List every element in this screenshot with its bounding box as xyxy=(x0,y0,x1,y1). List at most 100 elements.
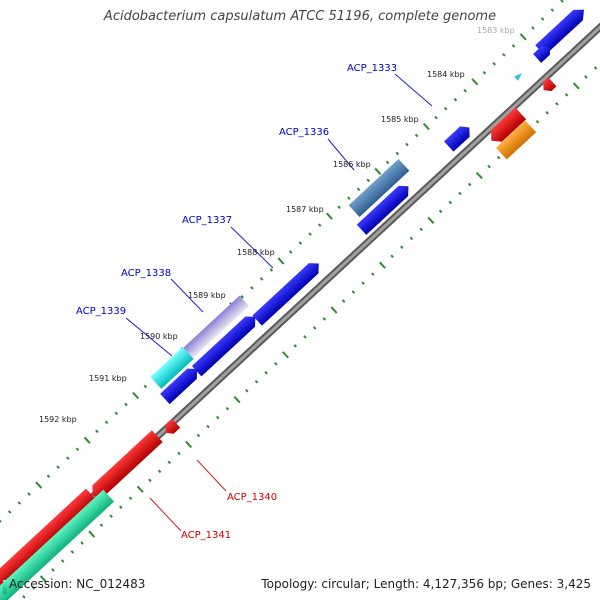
minor-tick xyxy=(17,501,22,505)
minor-tick xyxy=(458,191,462,196)
cds-feature-forward[interactable] xyxy=(443,122,474,152)
major-tick xyxy=(185,440,193,449)
tick-label: 1589 kbp xyxy=(188,291,226,300)
small-feature-cyan[interactable] xyxy=(514,71,524,81)
cds-feature-forward[interactable] xyxy=(160,364,202,405)
minor-tick xyxy=(502,53,506,57)
major-tick xyxy=(326,212,333,220)
minor-tick xyxy=(167,460,172,465)
cds-feature-forward[interactable] xyxy=(252,258,323,326)
genome-title: Acidobacterium capsulatum ATCC 51196, co… xyxy=(103,9,497,24)
minor-tick xyxy=(385,160,390,165)
minor-tick xyxy=(70,550,75,554)
gene-label-acp-1339[interactable]: ACP_1339 xyxy=(76,306,126,317)
minor-tick xyxy=(264,370,268,375)
major-tick xyxy=(572,82,580,90)
minor-tick xyxy=(308,232,312,236)
gene-label-acp-1338[interactable]: ACP_1338 xyxy=(121,268,171,279)
cds-feature-cyan[interactable] xyxy=(150,347,194,389)
minor-tick xyxy=(196,433,201,438)
inner-tick-dots xyxy=(22,66,598,599)
minor-tick xyxy=(215,415,220,420)
cds-feature-reverse[interactable] xyxy=(87,430,163,502)
minor-tick xyxy=(560,0,564,3)
minor-tick xyxy=(438,209,443,214)
cds-feature-reverse[interactable] xyxy=(0,488,97,596)
cds-feature-forward[interactable] xyxy=(535,4,589,56)
minor-tick xyxy=(99,523,104,527)
reverse-strand-features xyxy=(0,71,557,600)
minor-tick xyxy=(531,26,535,30)
minor-tick xyxy=(288,250,293,254)
minor-tick xyxy=(157,469,162,474)
tick-label: 1587 kbp xyxy=(286,205,324,214)
cds-feature-steelblue[interactable] xyxy=(348,159,410,217)
tick-label: 1592 kbp xyxy=(39,415,77,424)
minor-tick xyxy=(51,568,55,572)
gene-label-acp-1340[interactable]: ACP_1340 xyxy=(227,492,277,503)
genome-summary-label: Topology: circular; Length: 4,127,356 bp… xyxy=(261,577,591,591)
major-tick xyxy=(233,396,241,404)
minor-tick xyxy=(293,344,297,348)
accession-label: Accession: NC_012483 xyxy=(9,577,146,591)
major-tick xyxy=(475,171,483,180)
minor-tick xyxy=(254,379,259,384)
major-tick xyxy=(422,122,430,131)
minor-tick xyxy=(448,200,453,205)
cds-feature-lavender[interactable] xyxy=(180,295,250,361)
cds-feature-forward[interactable] xyxy=(356,181,413,235)
minor-tick xyxy=(487,164,491,169)
minor-tick xyxy=(463,88,467,93)
minor-tick xyxy=(341,299,346,303)
minor-tick xyxy=(467,182,472,187)
minor-tick xyxy=(409,236,414,241)
gene-name-labels: ACP_1333 ACP_1336 ACP_1337 ACP_1338 ACP_… xyxy=(76,63,397,541)
minor-tick xyxy=(482,70,487,75)
minor-tick xyxy=(550,8,555,12)
major-tick xyxy=(374,167,382,175)
minor-tick xyxy=(496,155,501,160)
minor-tick xyxy=(46,474,51,478)
minor-tick xyxy=(31,586,36,590)
minor-tick xyxy=(351,290,356,294)
minor-tick xyxy=(60,559,65,563)
minor-tick xyxy=(443,106,448,111)
gene-label-acp-1333[interactable]: ACP_1333 xyxy=(347,63,397,74)
minor-tick xyxy=(104,420,109,425)
cds-feature-orange[interactable] xyxy=(495,120,537,160)
minor-tick xyxy=(511,44,516,48)
cds-feature-forward[interactable] xyxy=(533,42,554,63)
minor-tick xyxy=(7,510,12,514)
tick-label: 1588 kbp xyxy=(237,248,275,257)
major-tick xyxy=(35,481,43,489)
minor-tick xyxy=(206,424,210,429)
minor-tick xyxy=(80,541,84,545)
gene-label-acp-1341[interactable]: ACP_1341 xyxy=(181,530,231,541)
minor-tick xyxy=(27,492,31,496)
cds-feature-forward[interactable] xyxy=(191,312,260,377)
minor-tick xyxy=(148,478,152,483)
minor-tick xyxy=(361,281,365,285)
major-tick xyxy=(83,436,91,444)
major-tick xyxy=(330,306,338,314)
tick-label: 1583 kbp xyxy=(477,26,515,35)
tick-label: 1590 kbp xyxy=(140,332,178,341)
minor-tick xyxy=(250,286,254,290)
tick-label: 1585 kbp xyxy=(381,115,419,124)
major-tick xyxy=(379,261,386,269)
cds-feature-reverse[interactable] xyxy=(486,107,527,147)
cds-feature-reverse[interactable] xyxy=(540,77,557,95)
minor-tick xyxy=(95,429,99,434)
cds-feature-teal-edge[interactable] xyxy=(3,580,7,594)
gene-label-leaders xyxy=(125,73,433,532)
cds-feature-teal[interactable] xyxy=(0,489,115,600)
gene-label-acp-1337[interactable]: ACP_1337 xyxy=(182,215,232,226)
gene-label-acp-1336[interactable]: ACP_1336 xyxy=(279,127,329,138)
major-tick xyxy=(39,575,47,583)
minor-tick xyxy=(434,115,438,120)
minor-tick xyxy=(584,75,588,79)
minor-tick xyxy=(119,505,123,509)
cds-feature-reverse[interactable] xyxy=(162,418,181,437)
